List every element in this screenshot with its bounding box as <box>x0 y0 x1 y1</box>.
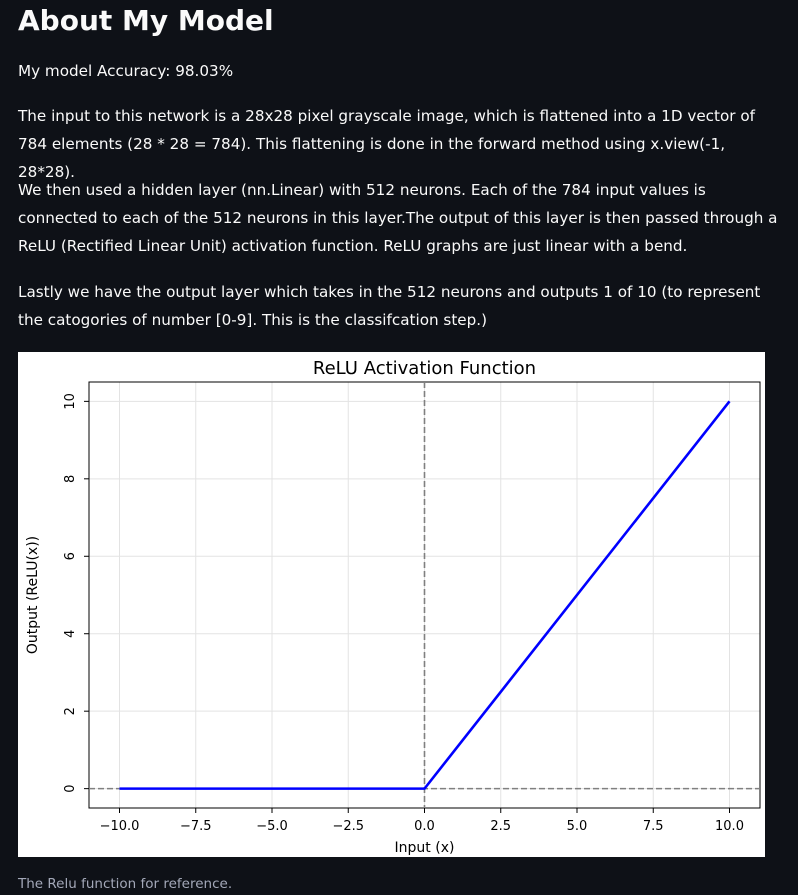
x-tick-label: −7.5 <box>180 819 212 834</box>
y-tick-label: 2 <box>63 707 78 715</box>
page-title: About My Model <box>18 4 274 37</box>
output-layer-paragraph: Lastly we have the output layer which ta… <box>18 283 761 329</box>
input-description-paragraph: The input to this network is a 28x28 pix… <box>18 107 755 181</box>
x-tick-label: 5.0 <box>567 819 588 834</box>
chart-title: ReLU Activation Function <box>313 358 536 379</box>
x-tick-label: −5.0 <box>256 819 288 834</box>
x-tick-label: −10.0 <box>100 819 140 834</box>
y-tick-label: 8 <box>63 475 78 483</box>
relu-series-line <box>119 400 731 790</box>
y-tick-label: 10 <box>63 393 78 410</box>
accuracy-text: My model Accuracy: 98.03% <box>18 62 234 80</box>
relu-chart: −10.0 −7.5 −5.0 −2.5 0.0 2.5 5.0 7.5 10.0 0 2 4 6 8 10… <box>25 358 761 856</box>
hidden-layer-paragraph: We then used a hidden layer (nn.Linear) … <box>18 181 778 255</box>
y-tick-label: 4 <box>63 630 78 638</box>
chart-series <box>119 400 731 790</box>
x-tick-label: 0.0 <box>414 819 435 834</box>
chart-reference-lines <box>89 382 760 808</box>
x-tick-label: 7.5 <box>643 819 664 834</box>
y-tick-label: 0 <box>63 784 78 792</box>
x-tick-label: −2.5 <box>332 819 364 834</box>
relu-chart-figure: −10.0 −7.5 −5.0 −2.5 0.0 2.5 5.0 7.5 10.0 0 2 4 6 8 10… <box>18 352 765 857</box>
chart-x-axis-label: Input (x) <box>395 840 455 856</box>
y-tick-label: 6 <box>63 552 78 560</box>
chart-y-axis-label: Output (ReLU(x)) <box>25 536 41 654</box>
figure-caption: The Relu function for reference. <box>18 876 233 892</box>
x-tick-label: 2.5 <box>490 819 511 834</box>
x-tick-label: 10.0 <box>715 819 744 834</box>
chart-ticks: −10.0 −7.5 −5.0 −2.5 0.0 2.5 5.0 7.5 10.0 0 2 4 6 8 10 <box>63 393 744 834</box>
